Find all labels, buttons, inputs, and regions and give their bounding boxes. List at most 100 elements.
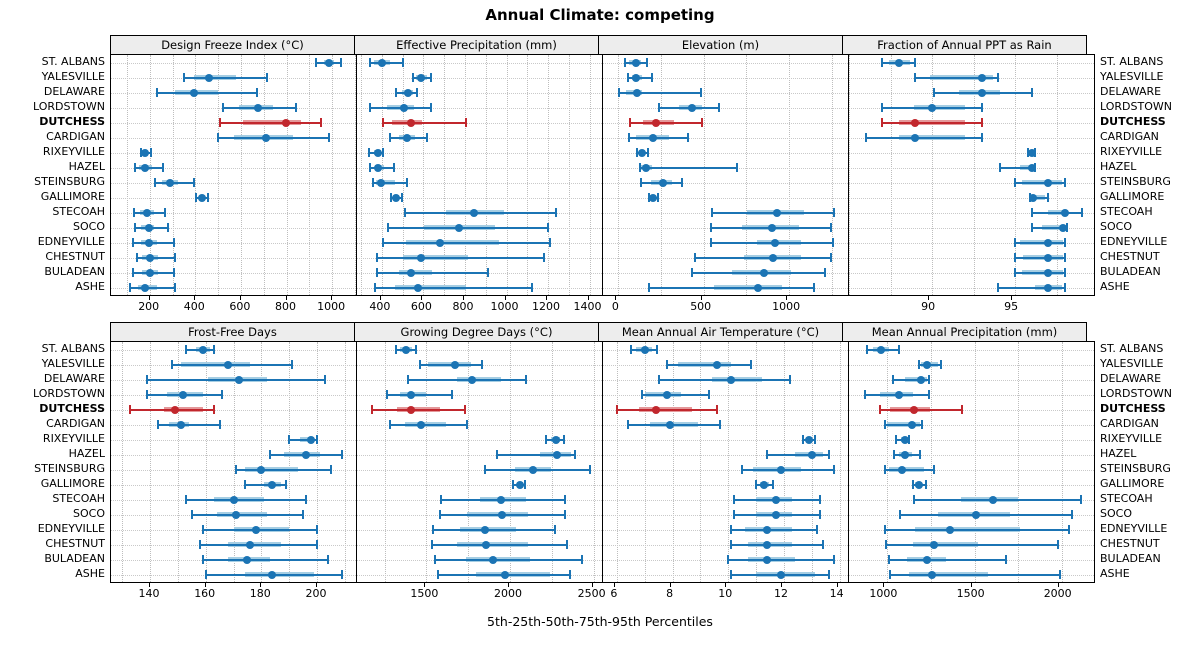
- whisker-cap-left: [387, 223, 390, 232]
- axis-spacer-right: [1090, 296, 1200, 316]
- gridline-vertical: [703, 55, 705, 295]
- median-dot: [552, 435, 560, 444]
- gridline-horizontal: [603, 77, 848, 79]
- whisker-cap-right: [327, 555, 330, 564]
- site-label: SOCO: [73, 507, 105, 520]
- panel: [602, 54, 849, 296]
- whisker-cap-right: [928, 375, 931, 384]
- whisker-cap-left: [432, 525, 435, 534]
- site-label: LORDSTOWN: [1100, 100, 1172, 113]
- median-dot: [946, 525, 955, 534]
- gridline-horizontal: [111, 394, 356, 396]
- whisker-cap-right: [650, 73, 653, 82]
- site-labels-left: ST. ALBANS YALESVILLE DELAWARE LORDSTOWN DUT…: [0, 341, 110, 583]
- median-dot: [911, 118, 920, 127]
- whisker-line: [433, 528, 556, 531]
- whisker-cap-left: [437, 570, 440, 579]
- whisker-line: [899, 513, 1073, 516]
- whisker-cap-right: [829, 223, 832, 232]
- whisker-cap-right: [565, 540, 568, 549]
- gridline-horizontal: [603, 152, 848, 154]
- median-dot: [928, 103, 937, 112]
- whisker-line: [404, 211, 557, 214]
- site-labels-right: ST. ALBANS YALESVILLE DELAWARE LORDSTOWN DUT…: [1095, 341, 1200, 583]
- whisker-cap-left: [895, 435, 898, 444]
- median-dot: [406, 390, 415, 399]
- percentile-grid-top: Design Freeze Index (°C) Effective Precip…: [0, 35, 1200, 316]
- gridline-horizontal: [849, 62, 1094, 64]
- site-label: SOCO: [1100, 220, 1132, 233]
- gridline-horizontal: [849, 454, 1094, 456]
- whisker-cap-left: [893, 450, 896, 459]
- gridline-vertical: [1061, 342, 1063, 582]
- whisker-cap-left: [403, 208, 406, 217]
- site-label: DELAWARE: [43, 372, 105, 385]
- median-dot: [805, 435, 814, 444]
- whisker-line: [884, 423, 923, 426]
- median-dot: [407, 405, 416, 414]
- whisker-cap-left: [1014, 238, 1017, 247]
- median-dot: [894, 390, 903, 399]
- gridline-vertical: [289, 342, 291, 582]
- site-label: GALLIMORE: [1100, 477, 1165, 490]
- gridline-horizontal: [111, 424, 356, 426]
- gridline-horizontal: [357, 122, 602, 124]
- whisker-cap-right: [319, 118, 322, 127]
- whisker-cap-left: [133, 163, 136, 172]
- axis-tick-label: 1000: [490, 300, 519, 313]
- gridline-horizontal: [603, 514, 848, 516]
- whisker-cap-left: [388, 420, 391, 429]
- whisker-cap-left: [440, 495, 443, 504]
- median-dot: [402, 133, 411, 142]
- panel: [848, 54, 1095, 296]
- gridline-horizontal: [849, 167, 1094, 169]
- whisker-line: [389, 423, 468, 426]
- gridline-vertical: [195, 55, 197, 295]
- whisker-line: [154, 181, 195, 184]
- median-dot: [232, 510, 241, 519]
- whisker-cap-right: [341, 570, 344, 579]
- whisker-cap-right: [833, 465, 836, 474]
- median-dot: [1044, 283, 1053, 292]
- panel: [110, 54, 357, 296]
- median-dot: [927, 570, 936, 579]
- whisker-line: [496, 453, 576, 456]
- site-label: CARDIGAN: [1100, 417, 1159, 430]
- site-label: CARDIGAN: [1100, 130, 1159, 143]
- whisker-line: [408, 378, 526, 381]
- site-label: DELAWARE: [1100, 372, 1162, 385]
- whisker-cap-left: [182, 73, 185, 82]
- site-label: DUTCHESS: [1100, 115, 1166, 128]
- gridline-vertical: [568, 55, 570, 295]
- whisker-line: [889, 573, 1060, 576]
- median-dot: [243, 555, 252, 564]
- axis-tick: [316, 583, 317, 587]
- panel-strip-label: Elevation (m): [681, 38, 760, 52]
- whisker-cap-left: [153, 178, 156, 187]
- whisker-cap-left: [431, 540, 434, 549]
- median-dot: [771, 495, 780, 504]
- median-dot: [268, 480, 277, 489]
- whisker-cap-right: [173, 283, 176, 292]
- whisker-cap-right: [465, 118, 467, 127]
- median-dot: [930, 540, 939, 549]
- median-dot: [454, 223, 463, 232]
- whisker-cap-right: [980, 118, 983, 127]
- gridline-vertical: [384, 342, 386, 582]
- whisker-cap-right: [163, 208, 166, 217]
- gridline-horizontal: [111, 62, 356, 64]
- gridline-vertical: [510, 342, 511, 582]
- axis-tick-label: 500: [690, 300, 712, 313]
- strip-spacer-right: [1087, 322, 1197, 341]
- axis-tick-label: 6: [610, 587, 618, 600]
- axis-tick: [928, 296, 930, 300]
- median-dot: [374, 148, 383, 157]
- strip-row: Frost-Free Days Growing Degree Days (°C) M…: [0, 322, 1200, 341]
- median-dot: [807, 450, 816, 459]
- axis-tick-label: 14: [829, 587, 844, 600]
- gridline-vertical: [402, 55, 404, 295]
- whisker-cap-right: [932, 465, 935, 474]
- whisker-cap-right: [914, 58, 917, 67]
- whisker-cap-right: [827, 450, 830, 459]
- whisker-cap-right: [327, 133, 330, 142]
